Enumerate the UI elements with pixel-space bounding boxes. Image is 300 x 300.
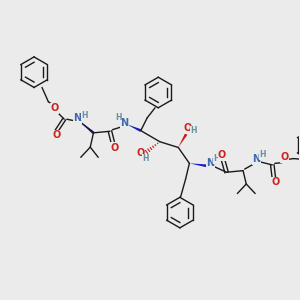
Text: O: O bbox=[111, 143, 119, 153]
Text: N: N bbox=[252, 154, 260, 164]
Text: H: H bbox=[190, 126, 196, 135]
Text: H: H bbox=[115, 113, 122, 122]
Text: N: N bbox=[120, 118, 128, 128]
Polygon shape bbox=[79, 121, 94, 134]
Text: O: O bbox=[51, 103, 59, 113]
Text: O: O bbox=[52, 130, 60, 140]
Text: H: H bbox=[142, 154, 149, 164]
Polygon shape bbox=[127, 124, 141, 132]
Text: O: O bbox=[137, 148, 145, 158]
Text: N: N bbox=[207, 158, 215, 168]
Polygon shape bbox=[178, 134, 188, 148]
Text: N: N bbox=[74, 113, 82, 123]
Polygon shape bbox=[189, 163, 207, 167]
Text: H: H bbox=[260, 150, 266, 159]
Text: O: O bbox=[280, 152, 289, 162]
Text: H: H bbox=[213, 154, 220, 164]
Text: O: O bbox=[218, 150, 226, 160]
Text: H: H bbox=[81, 111, 88, 120]
Text: O: O bbox=[272, 177, 280, 187]
Text: O: O bbox=[184, 123, 192, 134]
